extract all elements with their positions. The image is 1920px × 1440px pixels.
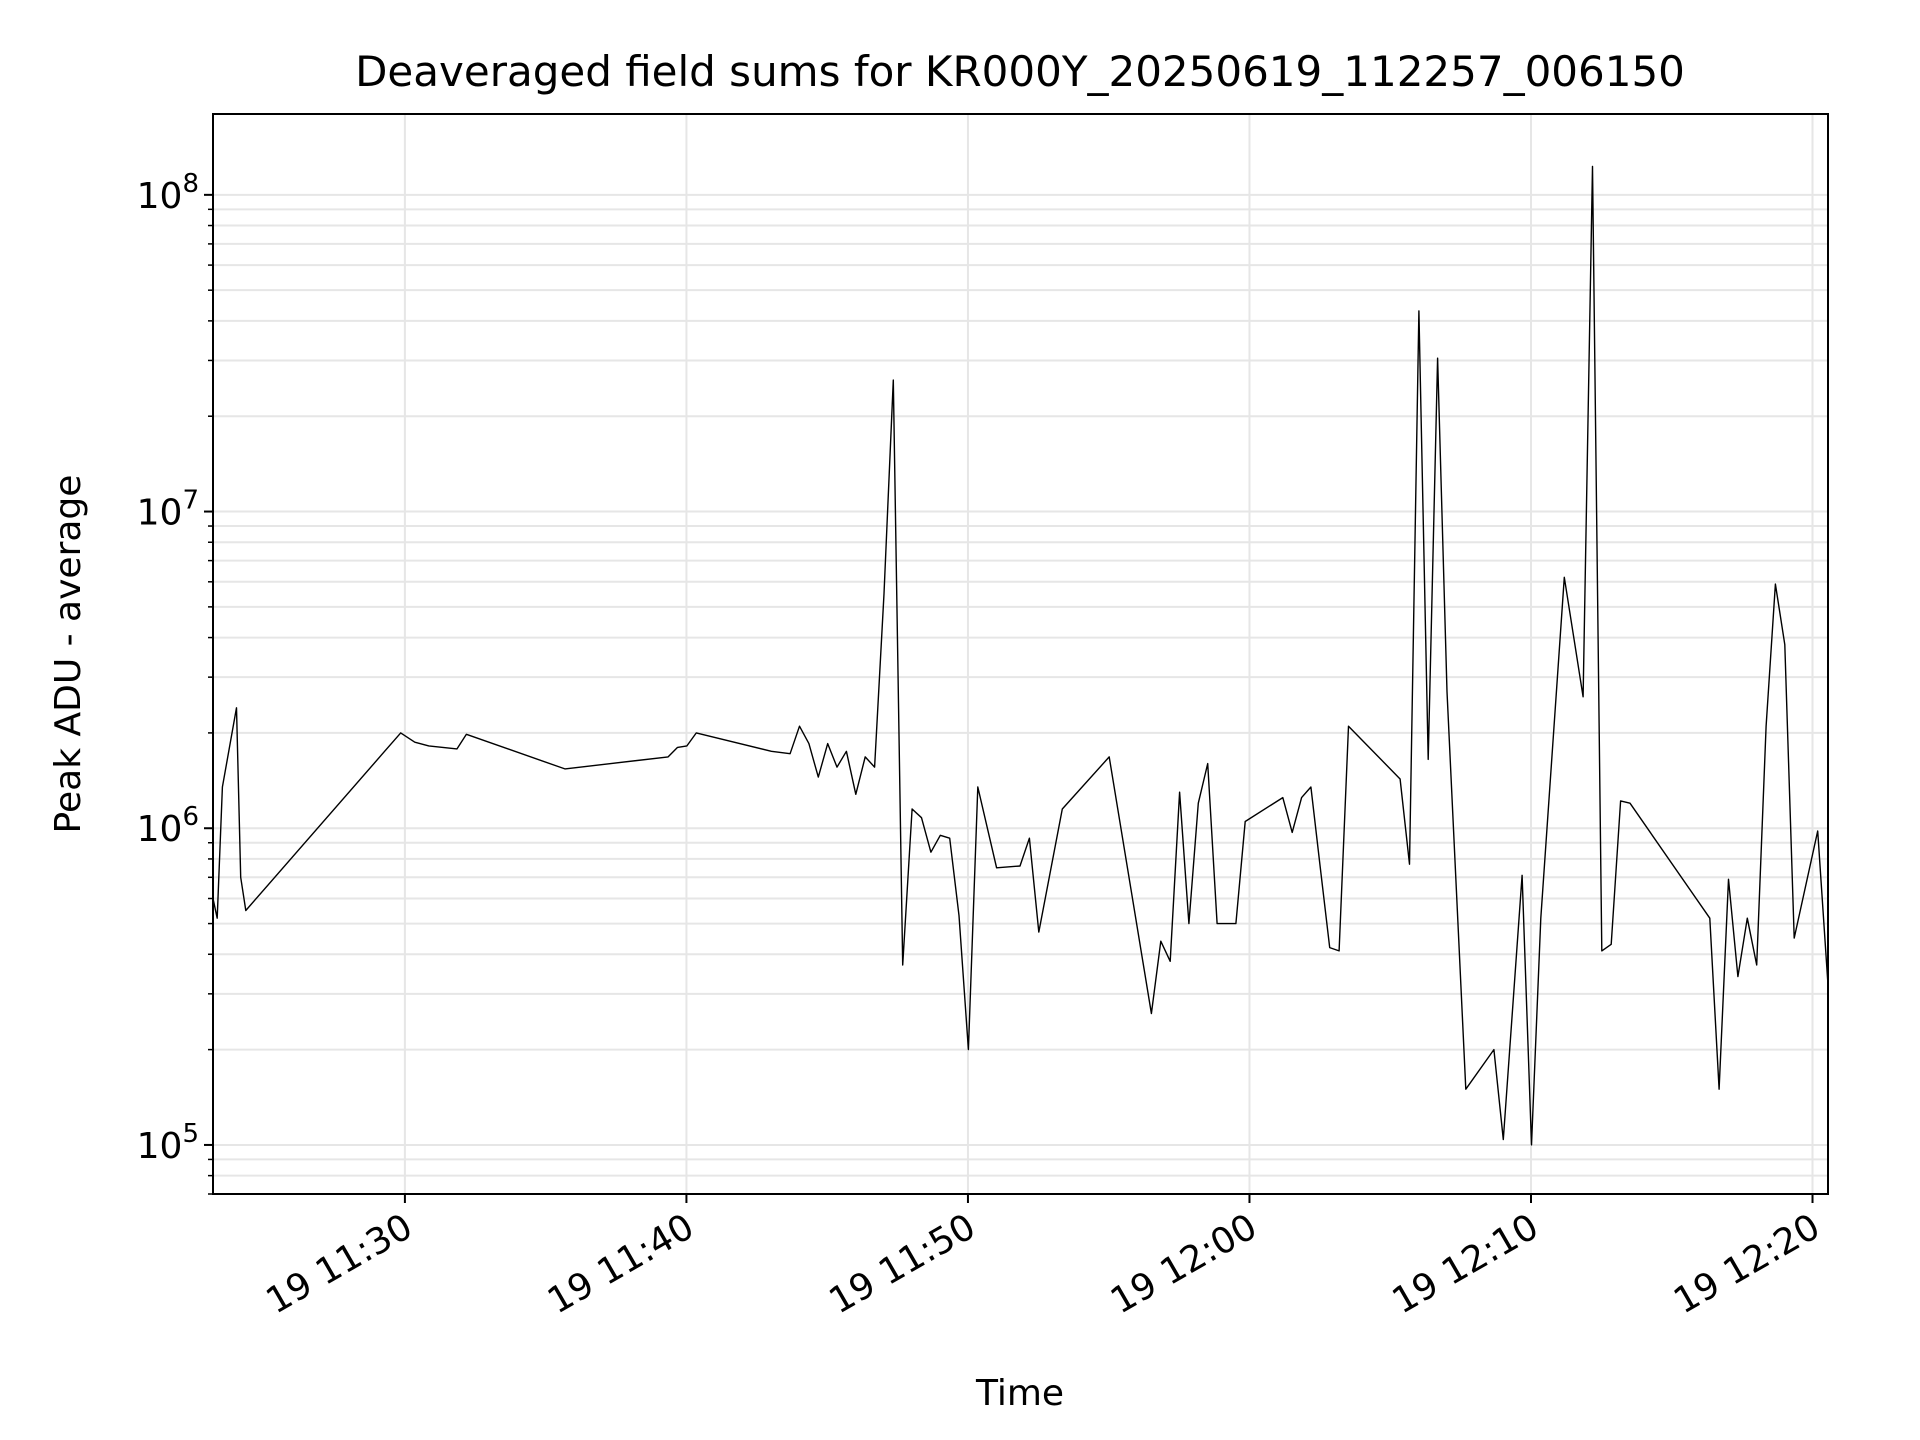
y-tick-label: 108 — [137, 169, 199, 217]
y-tick-label: 105 — [137, 1119, 199, 1167]
axes-frame — [212, 113, 1829, 1195]
chart-title: Deaveraged field sums for KR000Y_2025061… — [355, 47, 1685, 96]
grid — [213, 114, 1828, 1195]
x-axis-label: Time — [975, 1373, 1064, 1414]
plot-area — [212, 165, 1829, 1146]
y-tick-label: 106 — [137, 802, 199, 850]
y-tick-label: 107 — [137, 486, 199, 534]
data-series-line — [212, 165, 1829, 1146]
y-axis-label: Peak ADU - average — [48, 475, 89, 834]
